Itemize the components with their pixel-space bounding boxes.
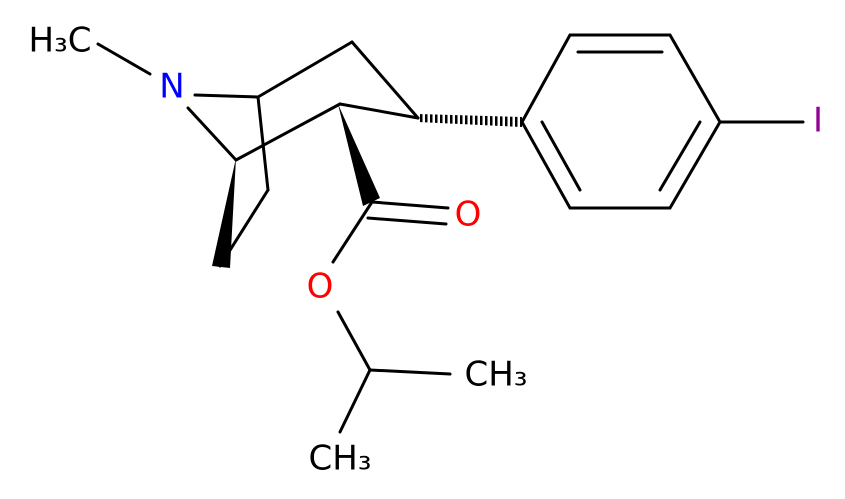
atom-label: CH₃ <box>309 439 372 479</box>
atom-label: H₃C <box>29 21 92 61</box>
atom-label: O <box>307 267 334 307</box>
atom-label: O <box>455 195 482 235</box>
bonds <box>96 33 805 434</box>
atom-label: N <box>159 67 184 107</box>
atom-label: I <box>813 101 823 141</box>
atom-label: CH₃ <box>465 355 528 395</box>
